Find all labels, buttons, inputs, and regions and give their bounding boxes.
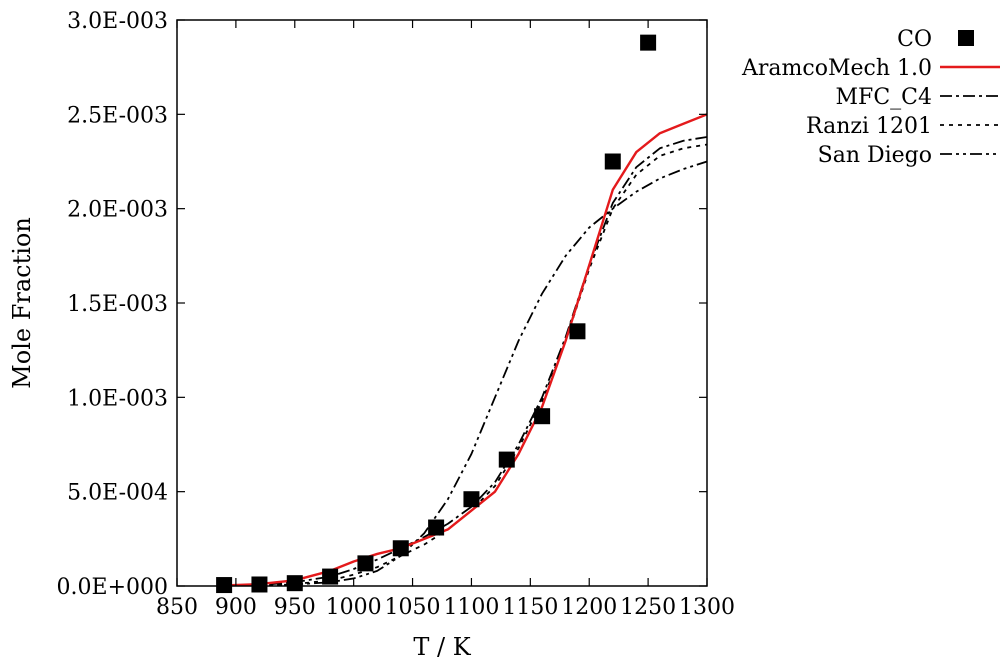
y-tick-label: 3.0E-003 <box>67 9 168 34</box>
x-tick-label: 950 <box>274 595 316 620</box>
x-tick-label: 1100 <box>443 595 499 620</box>
x-tick-label: 1050 <box>385 595 441 620</box>
legend-label: MFC_C4 <box>836 85 932 110</box>
co-data-point <box>569 323 586 340</box>
x-tick-label: 1250 <box>620 595 676 620</box>
y-tick-label: 0.0E+000 <box>57 575 168 600</box>
x-tick-label: 1150 <box>502 595 558 620</box>
x-axis: 850 900 950 1000 1050 1100 1150 1200 1250 1300 <box>156 20 735 620</box>
x-tick-label: 1300 <box>679 595 735 620</box>
co-data-point <box>534 408 551 425</box>
y-tick-label: 5.0E-004 <box>67 481 168 506</box>
y-tick-label: 1.5E-003 <box>67 292 168 317</box>
legend-label: AramcoMech 1.0 <box>741 56 932 81</box>
legend-marker <box>958 30 974 46</box>
plot-frame <box>176 19 708 587</box>
co-data-point <box>357 555 374 572</box>
co-data-point <box>216 577 233 594</box>
x-tick-label: 1200 <box>561 595 617 620</box>
co-data-point <box>604 153 621 170</box>
y-tick-label: 2.0E-003 <box>67 198 168 223</box>
y-tick-label: 1.0E-003 <box>67 386 168 411</box>
co-data-point <box>498 451 515 468</box>
legend-label: Ranzi 1201 <box>806 114 932 139</box>
y-axis: 0.0E+000 5.0E-004 1.0E-003 1.5E-003 2.0E-003… <box>57 9 707 600</box>
series-line-3 <box>224 143 707 586</box>
y-tick-label: 2.5E-003 <box>67 103 168 128</box>
co-data-point <box>428 519 445 536</box>
legend-label: CO <box>897 27 932 52</box>
y-axis-label: Mole Fraction <box>8 217 36 389</box>
x-tick-label: 1000 <box>326 595 382 620</box>
series-line-4 <box>224 160 707 586</box>
series-layer <box>224 113 707 586</box>
co-data-point <box>322 568 339 585</box>
co-data-point <box>640 34 657 51</box>
x-tick-label: 900 <box>215 595 257 620</box>
series-line-2 <box>224 136 707 586</box>
series-line-1 <box>224 113 707 586</box>
co-data-point <box>463 491 480 508</box>
x-axis-label: T / K <box>413 633 471 661</box>
x-tick-label: 850 <box>156 595 198 620</box>
co-data-point <box>392 540 409 557</box>
points-layer <box>216 34 657 594</box>
legend: CO AramcoMech 1.0 MFC_C4 Ranzi 1201 San Dieg… <box>741 27 1000 168</box>
co-data-point <box>251 576 268 593</box>
legend-label: San Diego <box>818 143 932 168</box>
